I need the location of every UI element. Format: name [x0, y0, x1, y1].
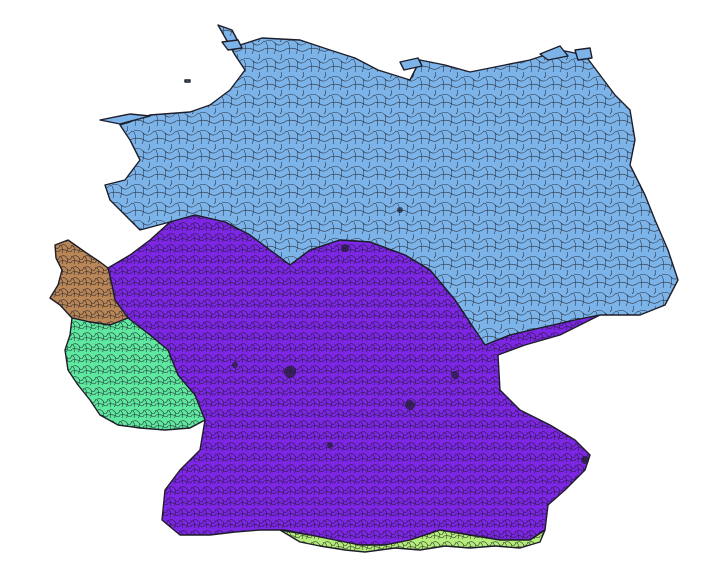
region-west-brown — [49, 239, 129, 326]
region-central-south — [107, 214, 601, 546]
region-north — [99, 24, 679, 346]
region-alpine-fringe — [279, 529, 546, 553]
region-west-green — [64, 317, 206, 431]
urban-clusters — [232, 207, 589, 464]
